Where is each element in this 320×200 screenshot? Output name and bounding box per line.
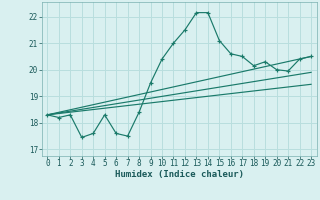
X-axis label: Humidex (Indice chaleur): Humidex (Indice chaleur): [115, 170, 244, 179]
